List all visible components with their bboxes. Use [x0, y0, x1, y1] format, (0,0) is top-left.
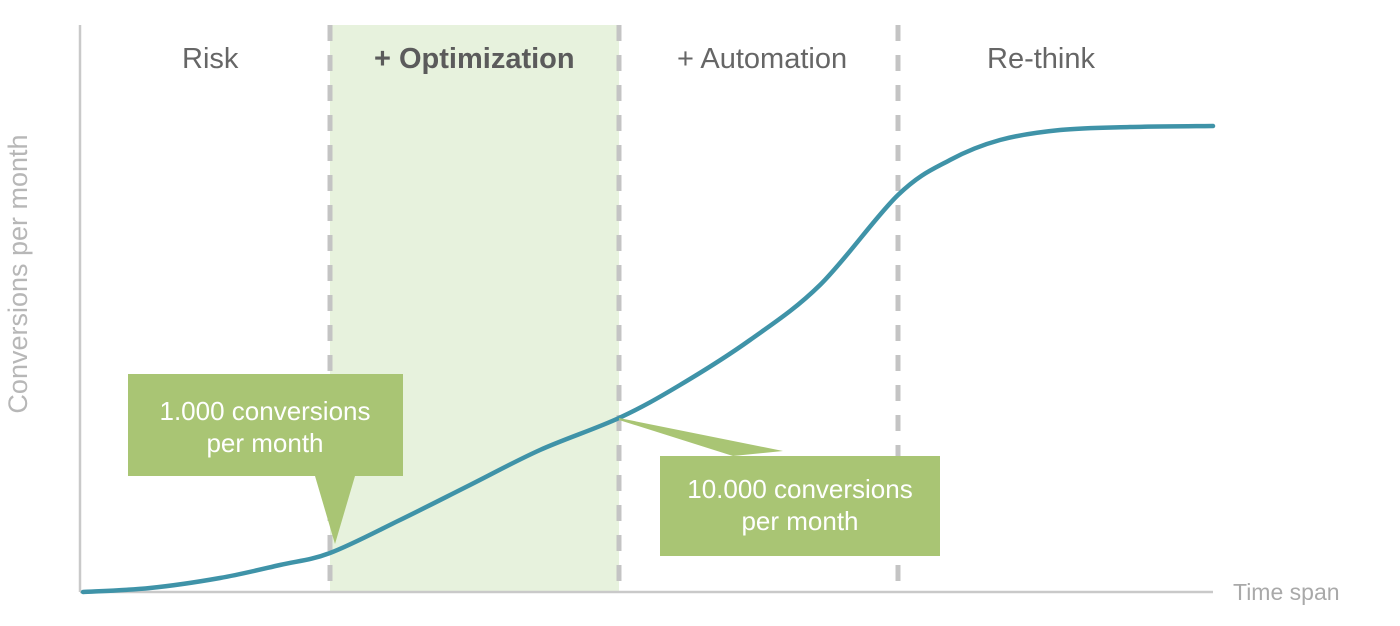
svg-text:+ Automation: + Automation — [677, 43, 847, 75]
svg-text:10.000 conversions: 10.000 conversions — [687, 474, 912, 504]
svg-text:Conversions per month: Conversions per month — [3, 134, 33, 413]
svg-text:per month: per month — [741, 506, 858, 536]
svg-text:+ Optimization: + Optimization — [374, 43, 575, 75]
svg-text:Re-think: Re-think — [987, 43, 1095, 75]
svg-text:Time span: Time span — [1233, 579, 1340, 605]
svg-text:Risk: Risk — [182, 43, 239, 75]
svg-text:per month: per month — [206, 428, 323, 458]
svg-text:1.000 conversions: 1.000 conversions — [159, 396, 370, 426]
